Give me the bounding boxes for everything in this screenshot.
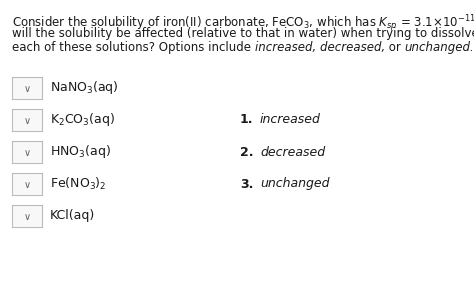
Text: 3.: 3. — [240, 177, 254, 191]
Text: unchanged: unchanged — [260, 177, 329, 191]
Text: unchanged.: unchanged. — [405, 41, 474, 54]
Text: ∨: ∨ — [23, 212, 30, 222]
Text: NaNO$_3$(aq): NaNO$_3$(aq) — [50, 80, 118, 96]
Text: increased: increased — [260, 113, 321, 127]
Text: ∨: ∨ — [23, 116, 30, 126]
Text: 1.: 1. — [240, 113, 254, 127]
Text: ∨: ∨ — [23, 84, 30, 94]
Text: HNO$_3$(aq): HNO$_3$(aq) — [50, 144, 111, 160]
Text: K$_2$CO$_3$(aq): K$_2$CO$_3$(aq) — [50, 111, 115, 129]
Text: Consider the solubility of iron(II) carbonate, FeCO$_3$, which has $K_{sp}$ = 3.: Consider the solubility of iron(II) carb… — [12, 13, 474, 34]
Text: increased, decreased,: increased, decreased, — [255, 41, 385, 54]
Text: will the solubility be affected (relative to that in water) when trying to disso: will the solubility be affected (relativ… — [12, 27, 474, 40]
Text: or: or — [385, 41, 405, 54]
Text: Fe(NO$_3$)$_2$: Fe(NO$_3$)$_2$ — [50, 176, 107, 192]
Text: decreased: decreased — [260, 146, 325, 158]
Text: ∨: ∨ — [23, 148, 30, 158]
Text: KCl(aq): KCl(aq) — [50, 210, 95, 222]
Text: 2.: 2. — [240, 146, 254, 158]
Text: ∨: ∨ — [23, 180, 30, 190]
Text: each of these solutions? Options include: each of these solutions? Options include — [12, 41, 255, 54]
